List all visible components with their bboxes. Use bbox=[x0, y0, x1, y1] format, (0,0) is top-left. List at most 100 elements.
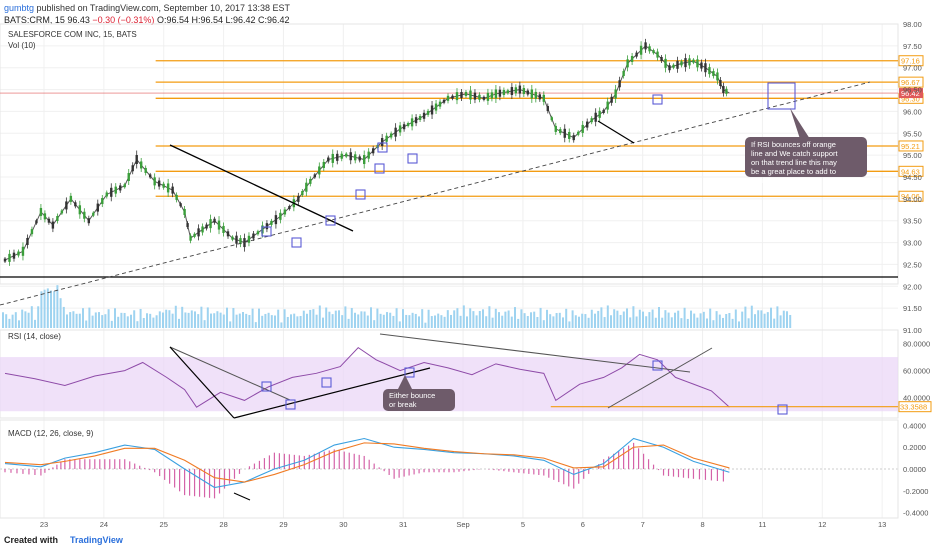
candle-body bbox=[8, 253, 11, 262]
rsi-highlight-box bbox=[321, 377, 332, 388]
volume-bar bbox=[219, 312, 222, 328]
volume-bar bbox=[744, 306, 747, 328]
candle-body bbox=[438, 101, 442, 107]
callout-rsi: Either bounce or break bbox=[383, 389, 455, 411]
candle-body bbox=[157, 180, 161, 187]
volume-bar bbox=[434, 315, 436, 328]
volume-bar bbox=[168, 310, 171, 328]
candle-body bbox=[193, 233, 196, 237]
candle-body bbox=[510, 87, 514, 96]
candle-body bbox=[183, 208, 186, 215]
candle-body bbox=[498, 89, 502, 97]
candle-body bbox=[322, 161, 325, 168]
price-pane[interactable] bbox=[0, 23, 899, 285]
volume-bar bbox=[459, 315, 462, 328]
volume-bar bbox=[715, 311, 718, 328]
volume-bar bbox=[782, 310, 785, 328]
volume-bar bbox=[462, 305, 465, 328]
candle-body bbox=[464, 91, 468, 96]
volume-bar bbox=[245, 313, 248, 328]
volume-bar bbox=[366, 315, 369, 328]
x-tick-label: 24 bbox=[100, 520, 108, 529]
volume-bar bbox=[139, 308, 142, 328]
candle-body bbox=[222, 225, 225, 233]
volume-bars bbox=[2, 285, 792, 328]
candle-body bbox=[546, 106, 549, 112]
rsi-tick-label: 80.0000 bbox=[903, 340, 930, 349]
volume-bar bbox=[158, 311, 161, 328]
candle-body bbox=[644, 42, 647, 50]
rsi-resistance-line bbox=[379, 333, 691, 373]
candle-body bbox=[434, 103, 438, 111]
candle-body bbox=[534, 91, 538, 99]
candle-body bbox=[414, 117, 418, 124]
macd-pane[interactable] bbox=[0, 419, 899, 519]
volume-bar bbox=[642, 311, 644, 328]
volume-bar bbox=[773, 318, 776, 328]
candle-body bbox=[606, 101, 609, 110]
candle-body bbox=[110, 187, 113, 197]
volume-bar bbox=[293, 313, 296, 328]
author-link[interactable]: gumbtg bbox=[4, 3, 35, 13]
rsi-uptrend-line-2 bbox=[607, 347, 713, 409]
tradingview-logo[interactable]: TradingView bbox=[70, 535, 123, 545]
candle-body bbox=[648, 46, 651, 52]
candle-body bbox=[367, 151, 370, 159]
volume-bar bbox=[62, 306, 65, 328]
candle-body bbox=[559, 129, 562, 134]
chart-area[interactable]: 97.16 96.67 96.30 95.21 94.63 94.06 96.42 33.3… bbox=[0, 0, 932, 530]
y-tick-label: 96.50 bbox=[903, 86, 922, 95]
volume-bar bbox=[181, 306, 184, 328]
volume-bar bbox=[155, 315, 158, 328]
volume-bar bbox=[411, 312, 414, 328]
candle-body bbox=[345, 153, 348, 157]
candle-body bbox=[577, 131, 580, 135]
volume-bar bbox=[184, 312, 187, 328]
candle-body bbox=[598, 110, 601, 118]
candle-body bbox=[442, 99, 446, 103]
volume-bar bbox=[165, 309, 168, 328]
volume-bar bbox=[376, 308, 379, 328]
volume-bar bbox=[232, 308, 235, 328]
volume-bar bbox=[677, 310, 680, 328]
volume-bar bbox=[779, 315, 782, 328]
volume-bar bbox=[536, 316, 539, 328]
volume-bar bbox=[603, 317, 606, 328]
y-tick-label: 93.50 bbox=[903, 217, 922, 226]
volume-bar bbox=[248, 315, 251, 328]
last-price-tag bbox=[899, 88, 923, 99]
candle-body bbox=[672, 64, 675, 68]
candle-body bbox=[430, 105, 434, 115]
candle-body bbox=[127, 173, 130, 181]
x-tick-label: 30 bbox=[339, 520, 347, 529]
candle-body bbox=[630, 55, 634, 62]
candle-body bbox=[114, 186, 117, 194]
x-tick-label: 25 bbox=[160, 520, 168, 529]
volume-bar bbox=[405, 314, 408, 328]
candle-body bbox=[526, 90, 530, 95]
volume-bar bbox=[414, 313, 417, 328]
candle-body bbox=[226, 231, 230, 237]
volume-bar bbox=[562, 317, 564, 328]
volume-bar bbox=[50, 290, 52, 328]
volume-bar bbox=[635, 316, 638, 328]
candle-body bbox=[460, 92, 463, 99]
highlight-box bbox=[374, 163, 385, 174]
volume-bar bbox=[654, 317, 657, 328]
volume-bar bbox=[533, 311, 536, 328]
volume-bar bbox=[574, 315, 577, 328]
candle-body bbox=[288, 206, 291, 210]
candle-body bbox=[581, 124, 584, 133]
volume-bar bbox=[37, 306, 40, 328]
candle-body bbox=[610, 96, 613, 103]
volume-bar bbox=[11, 314, 14, 328]
candle-body bbox=[398, 125, 402, 133]
candle-body bbox=[680, 61, 683, 66]
callout-line: your position bbox=[751, 176, 794, 185]
candle-body bbox=[39, 207, 43, 216]
volume-bar bbox=[360, 311, 363, 328]
candle-body bbox=[51, 221, 55, 229]
rsi-uptrend-line bbox=[233, 367, 431, 419]
volume-bar bbox=[101, 315, 104, 328]
support-tag-label: 97.16 bbox=[901, 57, 920, 66]
